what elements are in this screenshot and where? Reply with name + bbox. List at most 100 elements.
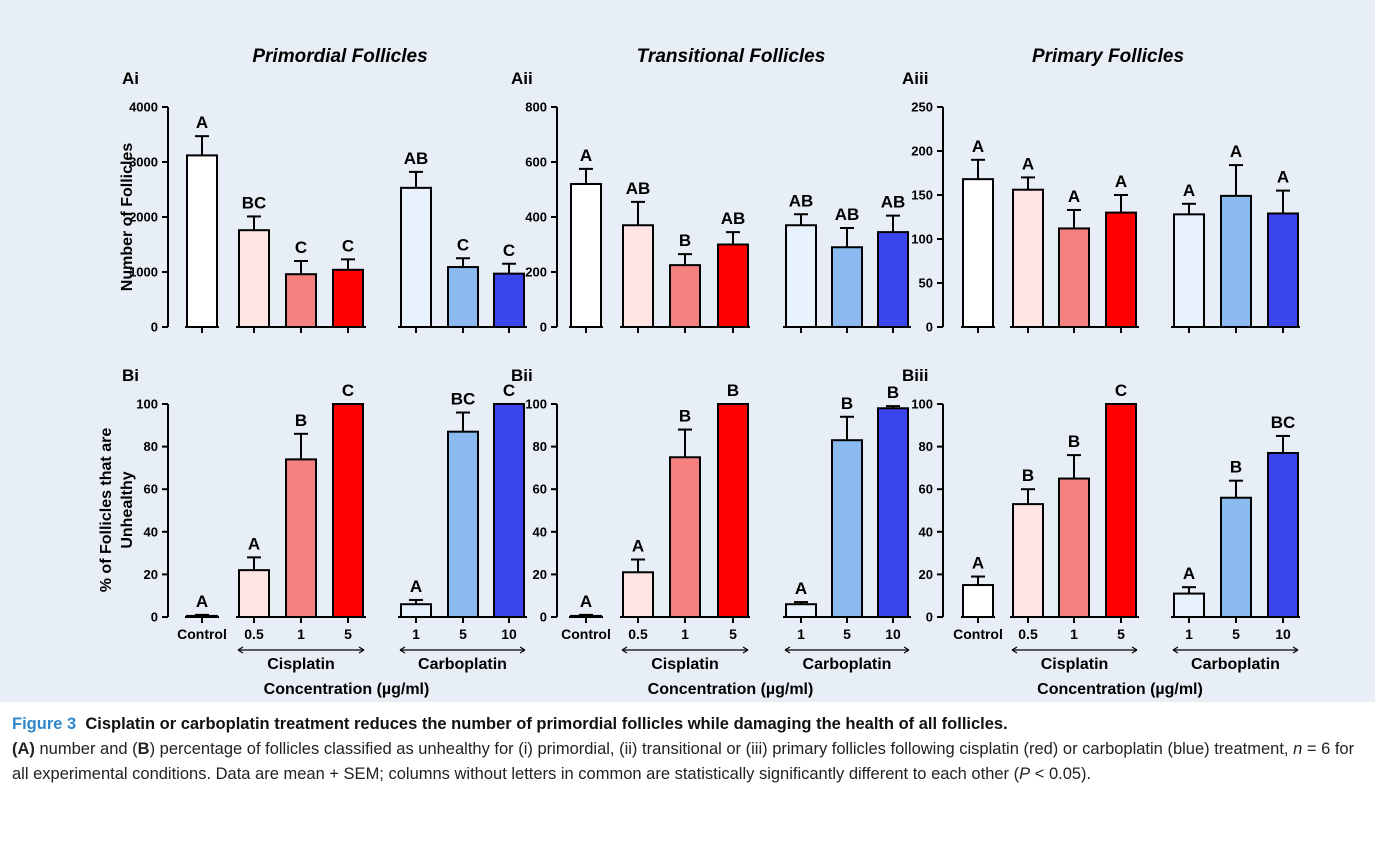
panel-Aii: Aii 0 200 400 600 800 A AB B AB AB AB AB: [511, 69, 911, 335]
bar-Bii-0: [570, 614, 602, 618]
group-label: Cisplatin: [1041, 656, 1109, 673]
panel-label: Ai: [122, 69, 139, 88]
group-label: Carboplatin: [803, 656, 892, 673]
bar-Bi-3: [332, 403, 364, 618]
caption-panel-a-label: (A): [12, 740, 35, 758]
y-tick-label: 800: [525, 100, 547, 115]
y-tick-label: 600: [525, 155, 547, 170]
significance-letter: B: [1022, 466, 1034, 485]
column-title-3: Primary Follicles: [1032, 46, 1184, 67]
significance-letter: AB: [789, 191, 814, 210]
bar-Aii-4: [785, 224, 817, 328]
y-tick-label: 1000: [129, 265, 158, 280]
bar-Ai-4: [400, 186, 432, 328]
panel-Bii: Bii 0 20 40 60 80 100 A A B B A B B Control 0.5 1 5 1 5 10 Ci…: [511, 366, 911, 698]
y-tick-label: 20: [533, 567, 547, 582]
group-label: Carboplatin: [418, 656, 507, 673]
y-tick-label: 80: [533, 439, 547, 454]
y-tick-label: 80: [919, 439, 933, 454]
bar-Bii-5: [831, 439, 863, 618]
y-tick-label: 0: [926, 610, 933, 625]
y-tick-label: 100: [525, 397, 547, 412]
group-bracket-arrow: [1292, 646, 1299, 654]
significance-letter: B: [841, 394, 853, 413]
caption-text-3: = 6 for all experimental conditions. Dat…: [12, 740, 1355, 783]
significance-letter: C: [1115, 381, 1127, 400]
bar-Biii-1: [1012, 503, 1044, 618]
group-label: Cisplatin: [651, 656, 719, 673]
x-tick-label: 1: [797, 626, 805, 642]
bar-Ai-0: [186, 154, 218, 328]
y-tick-label: 400: [525, 210, 547, 225]
x-axis-title: Concentration (µg/ml): [648, 681, 814, 698]
bar-Bii-6: [877, 407, 909, 619]
significance-letter: AB: [404, 149, 429, 168]
significance-letter: AB: [881, 193, 906, 212]
group-bracket-arrow: [1011, 646, 1018, 654]
figure-caption: Figure 3 Cisplatin or carboplatin treatm…: [12, 712, 1367, 787]
y-tick-label: 150: [911, 188, 933, 203]
bar-Ai-3: [332, 268, 364, 328]
y-tick-label: 0: [926, 320, 933, 335]
bar-Bi-1: [238, 569, 270, 619]
significance-letter: AB: [721, 209, 746, 228]
bar-Biii-3: [1105, 403, 1137, 618]
figure-chart: Primordial Follicles Transitional Follicl…: [98, 46, 1300, 698]
significance-letter: B: [679, 407, 691, 426]
group-label: Carboplatin: [1191, 656, 1280, 673]
bar-Aiii-0: [962, 178, 994, 328]
group-bracket-arrow: [237, 646, 244, 654]
group-bracket-arrow: [1172, 646, 1179, 654]
figure-panel: Primordial Follicles Transitional Follicl…: [0, 0, 1375, 702]
significance-letter: A: [1183, 564, 1195, 583]
significance-letter: B: [727, 381, 739, 400]
significance-letter: C: [295, 238, 307, 257]
bar-Ai-2: [285, 273, 317, 329]
bar-Bii-3: [717, 403, 749, 618]
bar-Aiii-1: [1012, 188, 1044, 328]
bar-Bi-2: [285, 458, 317, 618]
significance-letter: A: [1230, 142, 1242, 161]
y-tick-label: 60: [533, 482, 547, 497]
group-bracket-arrow: [784, 646, 791, 654]
figure-number: Figure 3: [12, 715, 77, 733]
significance-letter: A: [795, 579, 807, 598]
bar-Biii-6: [1267, 451, 1299, 618]
y-tick-label: 100: [911, 397, 933, 412]
x-tick-label: 1: [297, 626, 305, 642]
x-tick-label: Control: [561, 626, 611, 642]
bar-Aii-5: [831, 246, 863, 328]
bar-Bi-6: [493, 403, 525, 618]
x-tick-label: 10: [885, 626, 901, 642]
caption-text-1: number and (: [34, 740, 138, 758]
bar-Aiii-2: [1058, 227, 1090, 328]
bar-Bii-4: [785, 603, 817, 618]
significance-letter: A: [1183, 181, 1195, 200]
significance-letter: A: [972, 137, 984, 156]
group-bracket-arrow: [742, 646, 749, 654]
significance-letter: AB: [835, 205, 860, 224]
significance-letter: B: [887, 383, 899, 402]
significance-letter: C: [503, 381, 515, 400]
significance-letter: C: [503, 241, 515, 260]
y-tick-label: 200: [525, 265, 547, 280]
y-tick-label: 60: [919, 482, 933, 497]
panel-label: Aiii: [902, 69, 928, 88]
significance-letter: C: [342, 381, 354, 400]
bar-Bi-4: [400, 603, 432, 618]
bar-Aii-6: [877, 231, 909, 328]
significance-letter: B: [1068, 432, 1080, 451]
y-tick-label: 0: [540, 610, 547, 625]
significance-letter: C: [457, 235, 469, 254]
x-tick-label: 1: [412, 626, 420, 642]
y-tick-label: 60: [144, 482, 158, 497]
panel-Aiii: Aiii 0 50 100 150 200 250 A A A A A A A: [902, 69, 1300, 335]
y-tick-label: 40: [919, 524, 933, 539]
bar-Aiii-5: [1220, 194, 1252, 328]
x-tick-label: 1: [681, 626, 689, 642]
group-bracket-arrow: [1131, 646, 1138, 654]
x-tick-label: 5: [1232, 626, 1240, 642]
y-tick-label: 100: [911, 232, 933, 247]
x-tick-label: 5: [344, 626, 352, 642]
